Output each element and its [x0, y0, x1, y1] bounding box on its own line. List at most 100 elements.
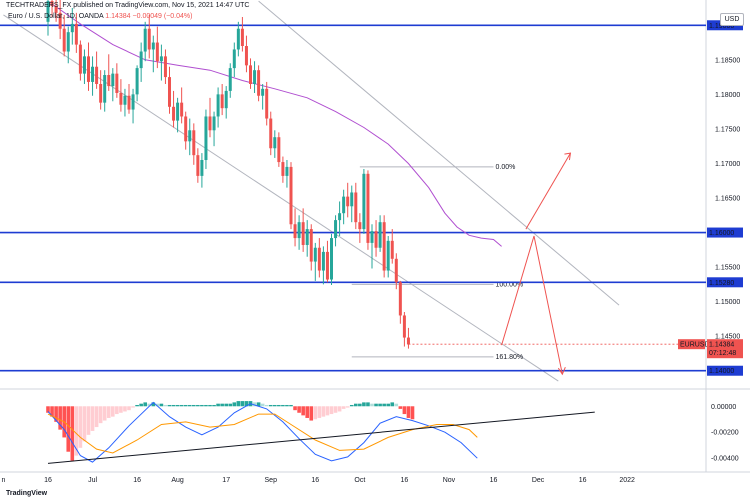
oscillator-histogram-bar: [309, 406, 314, 421]
oscillator-histogram-bar: [74, 406, 79, 456]
candle-body: [127, 95, 131, 110]
oscillator-histogram-bar: [305, 406, 309, 418]
oscillator-slow-line: [47, 413, 478, 454]
level-price-label: 1.19000: [709, 23, 734, 30]
oscillator-histogram-bar: [317, 406, 322, 418]
candle-body: [305, 229, 309, 245]
candle-body: [330, 238, 333, 280]
candle-body: [277, 137, 281, 163]
candle-body: [66, 32, 70, 52]
candle-body: [172, 106, 176, 121]
oscillator-histogram-bar: [398, 406, 403, 409]
candle-body: [313, 247, 317, 262]
candle-body: [78, 44, 82, 74]
candle-body: [95, 66, 99, 84]
fibonacci-levels: 0.00% 100.00% 161.80%: [351, 164, 524, 361]
oscillator-histogram-bar: [281, 404, 285, 407]
oscillator-histogram-bar: [70, 406, 75, 461]
candle-body: [119, 92, 123, 105]
candle-body: [402, 315, 406, 338]
oscillator-histogram-bar: [192, 404, 196, 407]
candle-body: [354, 192, 358, 223]
oscillator-histogram-bar: [86, 406, 91, 435]
symbol-tag: [678, 339, 705, 350]
candle-body: [334, 220, 338, 239]
candle-body: [338, 213, 342, 221]
candle-body: [350, 192, 354, 207]
time-tick-label: Jul: [88, 477, 97, 484]
oscillator-histogram-bar: [406, 406, 411, 418]
candle-body: [180, 102, 184, 117]
candle-body: [188, 130, 192, 142]
currency-button[interactable]: USD: [720, 13, 744, 26]
oscillator-histogram-bar: [159, 403, 164, 407]
oscillator-histogram-bar: [260, 403, 265, 407]
candle-body: [398, 282, 402, 316]
candle-body: [370, 231, 374, 243]
candle-body: [139, 51, 143, 69]
candle-body: [74, 23, 78, 45]
oscillator-histogram-bar: [82, 406, 87, 442]
candle-body: [212, 116, 216, 131]
oscillator-histogram-bar: [410, 406, 415, 420]
ma-line: [47, 0, 502, 247]
time-tick-label: 16: [401, 477, 409, 484]
candle-body: [232, 49, 236, 69]
time-axis[interactable]: n 16 Jul 16 Aug 17 Sep 16 Oct 16 Nov 16 Dec 16 2022: [1, 477, 635, 484]
oscillator-histogram-bar: [208, 404, 212, 407]
candle-body: [131, 94, 135, 110]
candle-body: [394, 258, 398, 283]
projection-arrows: [501, 152, 572, 376]
candle-body: [346, 196, 350, 207]
oscillator-histogram-bar: [58, 406, 62, 430]
candle-body: [99, 84, 103, 103]
oscillator-tick-label: 0.00000: [711, 404, 736, 411]
time-tick-label: Oct: [354, 477, 365, 484]
oscillator-histogram-bar: [313, 406, 318, 420]
last-price-tag: [707, 339, 743, 359]
oscillator-histogram-bar: [345, 406, 350, 408]
candle-body: [249, 65, 252, 84]
candle-body: [240, 28, 244, 46]
symbol-name: Euro / U.S. Dollar, 1D, OANDA: [8, 13, 104, 20]
trend-channel: [3, 0, 620, 382]
oscillator-histogram-bar: [228, 403, 233, 407]
oscillator-histogram-bar: [102, 406, 107, 421]
candle-body: [58, 12, 62, 29]
oscillator-histogram-bar: [78, 406, 83, 448]
oscillator-histogram-bar: [273, 404, 277, 407]
oscillator-histogram-bar: [390, 402, 395, 407]
candle-body: [406, 337, 410, 345]
oscillator-histogram-bar: [200, 404, 204, 407]
oscillator-histogram-bar: [66, 406, 71, 452]
oscillator-histogram-bar: [131, 406, 135, 408]
oscillator-histogram-bar: [358, 403, 362, 407]
oscillator-histogram-bar: [155, 403, 160, 407]
projection-up-path: [525, 152, 571, 230]
tradingview-logo[interactable]: TradingView: [6, 490, 48, 497]
fib-level-label: 100.00%: [496, 281, 524, 288]
candle-body: [196, 155, 200, 176]
oscillator-histogram-bar: [268, 404, 273, 407]
oscillator-trend-line: [47, 411, 595, 464]
oscillator-histogram-bar: [285, 404, 289, 407]
oscillator-histogram-bar: [236, 401, 241, 407]
level-price-label: 1.14000: [709, 368, 734, 375]
candle-body: [50, 1, 54, 6]
oscillator-histogram-bar: [224, 403, 228, 407]
price-axis[interactable]: 1.18500 1.18000 1.17500 1.17000 1.16500 1.155…: [711, 57, 740, 462]
time-tick-label: Sep: [265, 477, 278, 484]
candle-body: [115, 73, 119, 93]
oscillator-histogram-bar: [402, 406, 407, 415]
candle-body: [168, 77, 171, 107]
candle-body: [297, 222, 301, 239]
oscillator-histogram-bar: [293, 406, 297, 411]
candle-body: [204, 116, 208, 160]
oscillator-histogram-bar: [119, 406, 123, 413]
candle-body: [216, 94, 220, 117]
candle-body: [342, 196, 346, 214]
last-price-label: 1.14384: [709, 342, 734, 349]
candle-body: [321, 251, 325, 271]
